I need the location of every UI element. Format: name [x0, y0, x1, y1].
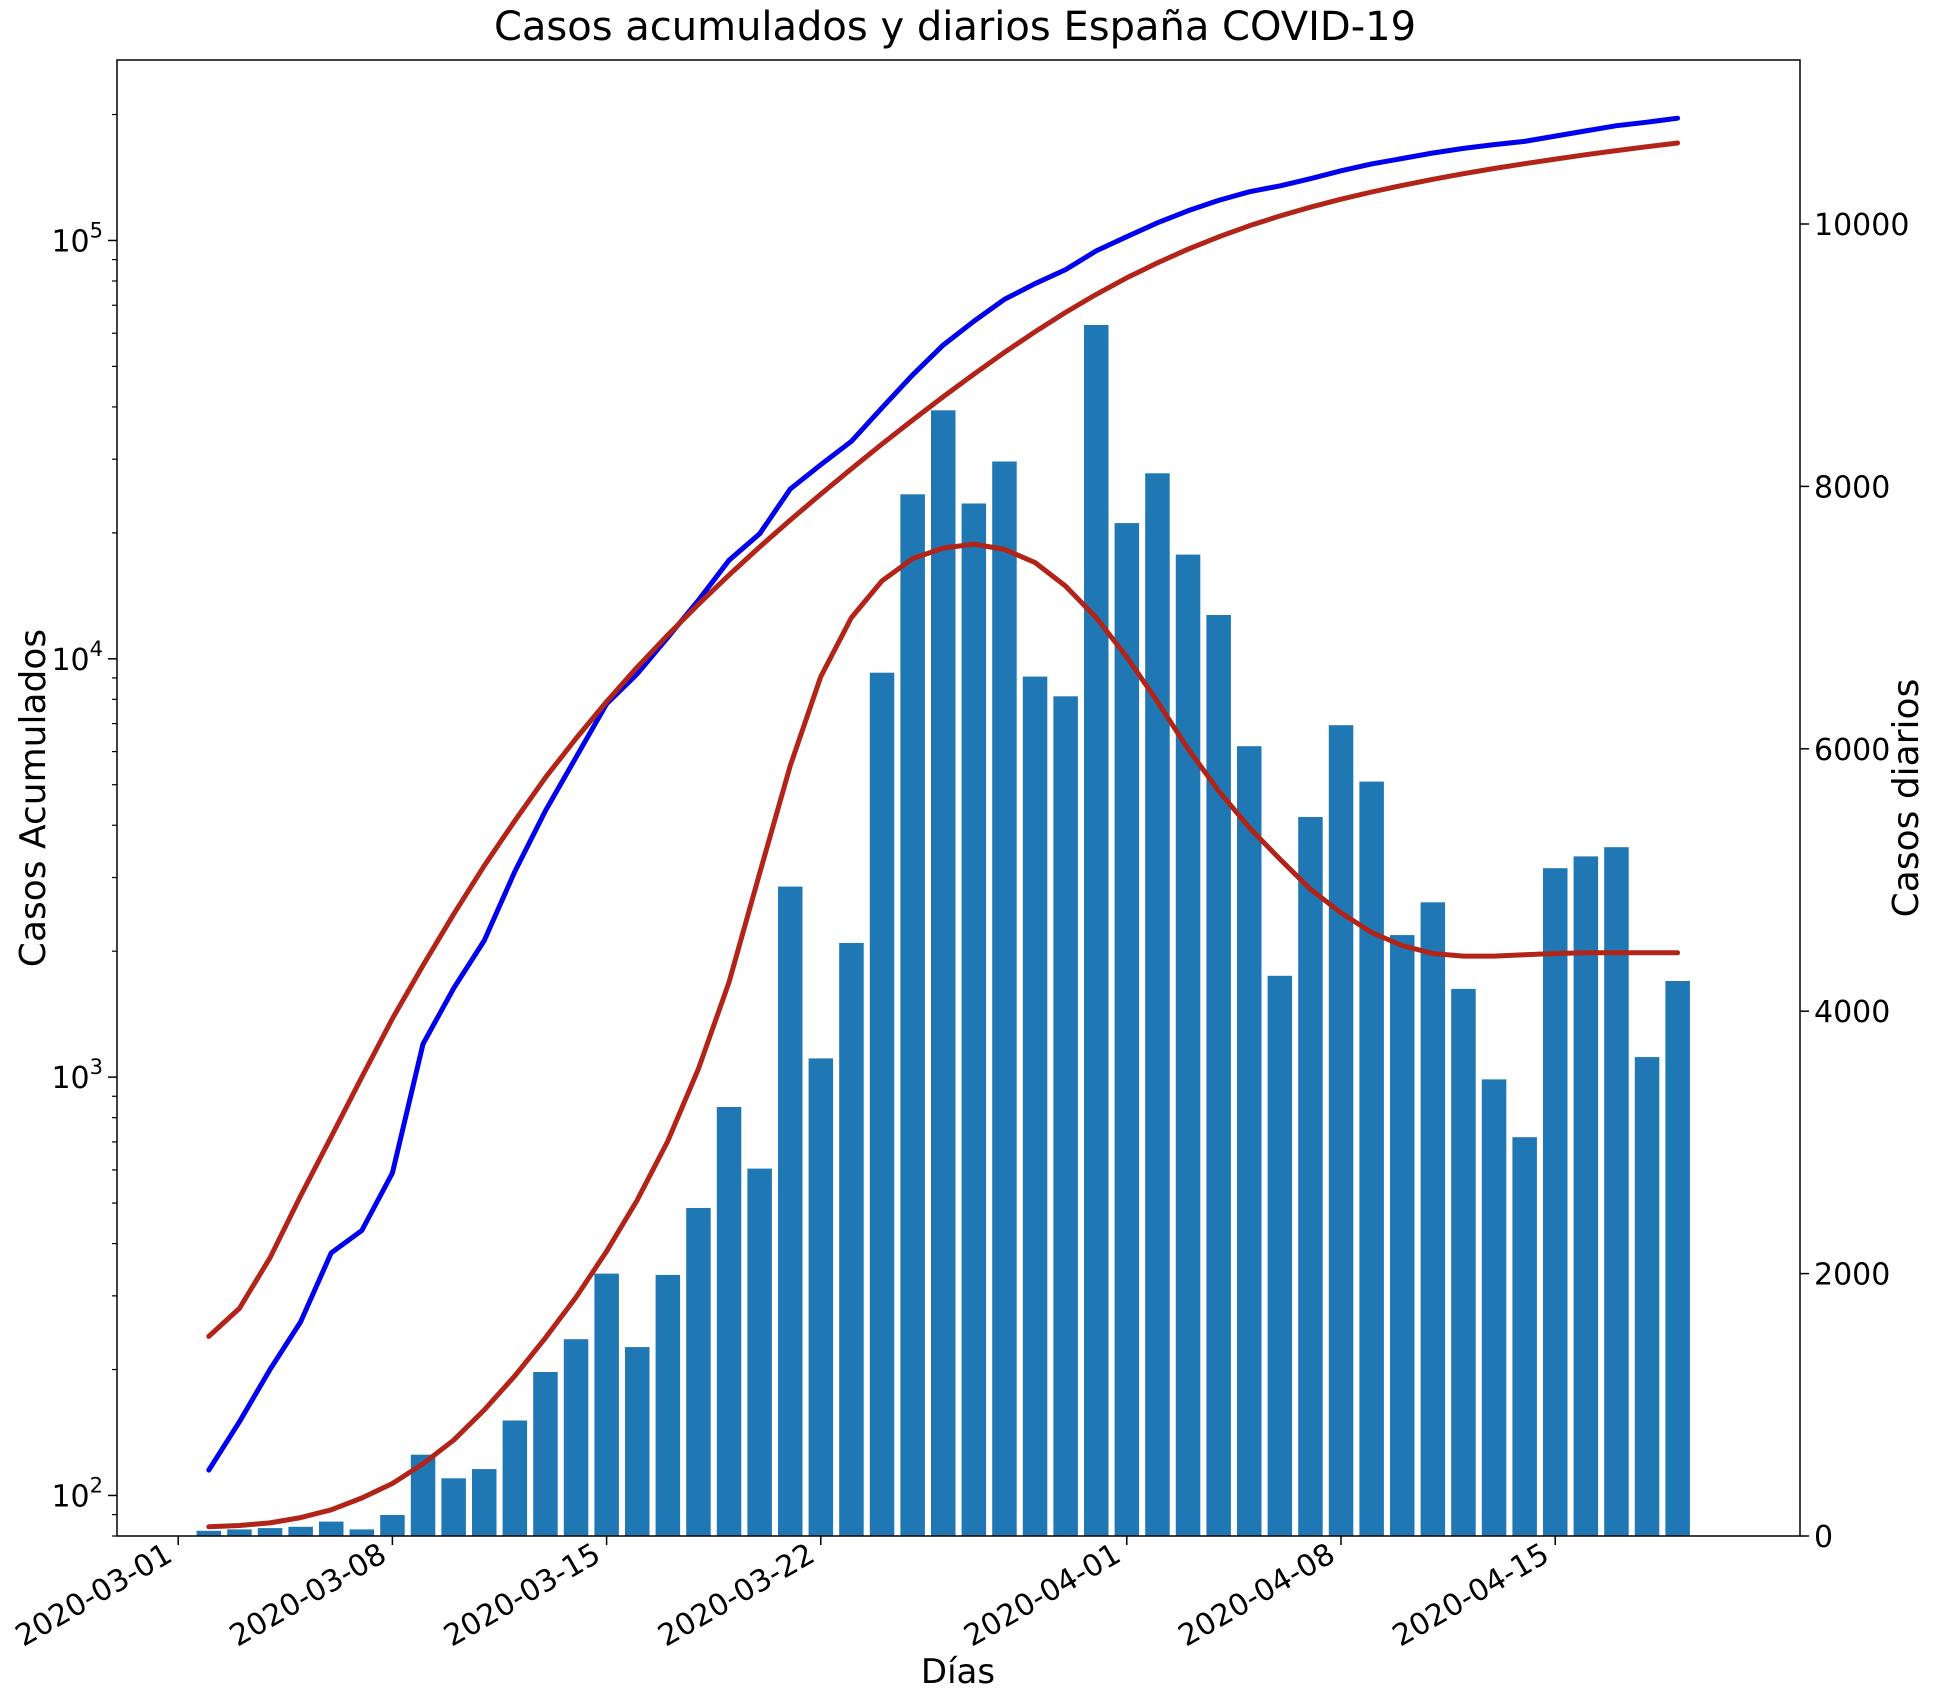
daily-bar [594, 1273, 619, 1536]
daily-bar [839, 943, 864, 1536]
right-tick-label: 4000 [1814, 995, 1890, 1030]
daily-bar [227, 1529, 252, 1536]
daily-bar [808, 1058, 834, 1536]
smoothed-cumulative-line [206, 140, 1681, 1339]
right-tick-label: 2000 [1814, 1258, 1890, 1293]
left-axis: 102 103 104 105 [51, 113, 117, 1537]
right-axis: 0 2000 4000 6000 8000 10000 [1800, 208, 1909, 1555]
daily-bar [1604, 847, 1629, 1536]
y-axis-label-left: Casos Acumulados [13, 629, 54, 967]
daily-bar [257, 1528, 283, 1536]
daily-bar [625, 1347, 650, 1536]
x-tick-label: 2020-03-08 [224, 1537, 392, 1654]
daily-bar [1298, 817, 1323, 1536]
daily-bar [716, 1107, 742, 1536]
daily-bar [931, 410, 956, 1536]
plot-frame [116, 59, 1801, 1537]
right-tick-label: 10000 [1814, 208, 1909, 243]
plot-area [196, 115, 1690, 1536]
daily-bar [1573, 856, 1599, 1536]
daily-bar [349, 1529, 375, 1536]
daily-bar [380, 1515, 405, 1536]
daily-bars [196, 325, 1690, 1536]
daily-bar [472, 1469, 497, 1536]
daily-bar [686, 1208, 711, 1536]
y-axis-label-right: Casos diarios [1886, 679, 1927, 918]
left-tick-label: 105 [51, 218, 103, 259]
x-tick-label: 2020-04-08 [1173, 1537, 1341, 1654]
daily-bar [441, 1478, 466, 1536]
left-tick-label: 104 [51, 637, 103, 678]
daily-bar [1267, 975, 1293, 1536]
smoothed-daily-line [206, 541, 1681, 1530]
daily-bar [655, 1274, 681, 1536]
daily-bar [502, 1420, 528, 1536]
chart-title: Casos acumulados y diarios España COVID-… [494, 4, 1416, 50]
x-tick-label: 2020-03-22 [652, 1537, 820, 1654]
left-tick-label: 102 [51, 1473, 103, 1514]
daily-bar [1053, 696, 1078, 1536]
daily-bar [869, 672, 895, 1536]
daily-bar [1543, 868, 1568, 1536]
daily-bar [1237, 746, 1262, 1536]
right-tick-label: 6000 [1814, 733, 1890, 768]
series-lines [206, 115, 1681, 1530]
daily-bar [1022, 676, 1048, 1536]
daily-bar [1206, 615, 1231, 1536]
daily-bar [1084, 325, 1109, 1536]
x-tick-label: 2020-04-15 [1387, 1537, 1555, 1654]
daily-bar [1328, 725, 1354, 1536]
daily-bar [961, 503, 987, 1536]
daily-bar [900, 494, 925, 1536]
daily-bar [533, 1372, 558, 1536]
daily-bar [747, 1168, 772, 1536]
daily-bar [1665, 981, 1690, 1536]
cumulative-line [206, 115, 1681, 1473]
right-tick-label: 0 [1814, 1520, 1833, 1555]
left-tick-label: 103 [51, 1055, 103, 1096]
daily-bar [288, 1526, 313, 1536]
daily-bar [1114, 523, 1140, 1536]
daily-bar [563, 1339, 589, 1536]
daily-bar [992, 461, 1017, 1536]
daily-bar [1451, 988, 1476, 1536]
x-tick-label: 2020-04-01 [958, 1537, 1126, 1654]
x-tick-label: 2020-03-15 [438, 1537, 606, 1654]
x-tick-label: 2020-03-01 [10, 1537, 178, 1654]
daily-bar [1634, 1057, 1660, 1536]
x-axis-label: Días [921, 1652, 995, 1692]
daily-bar [1175, 554, 1201, 1536]
daily-bar [1481, 1079, 1507, 1536]
x-axis: 2020-03-01 2020-03-08 2020-03-15 2020-03-22… [10, 1536, 1556, 1654]
daily-bar [1145, 473, 1170, 1536]
daily-bar [196, 1530, 222, 1536]
right-tick-label: 8000 [1814, 470, 1890, 505]
daily-bar [319, 1521, 344, 1536]
daily-bar [1512, 1137, 1537, 1536]
daily-bar [778, 886, 803, 1536]
daily-bar [1359, 781, 1384, 1536]
daily-bar [1420, 902, 1446, 1536]
daily-bar [1390, 935, 1415, 1536]
